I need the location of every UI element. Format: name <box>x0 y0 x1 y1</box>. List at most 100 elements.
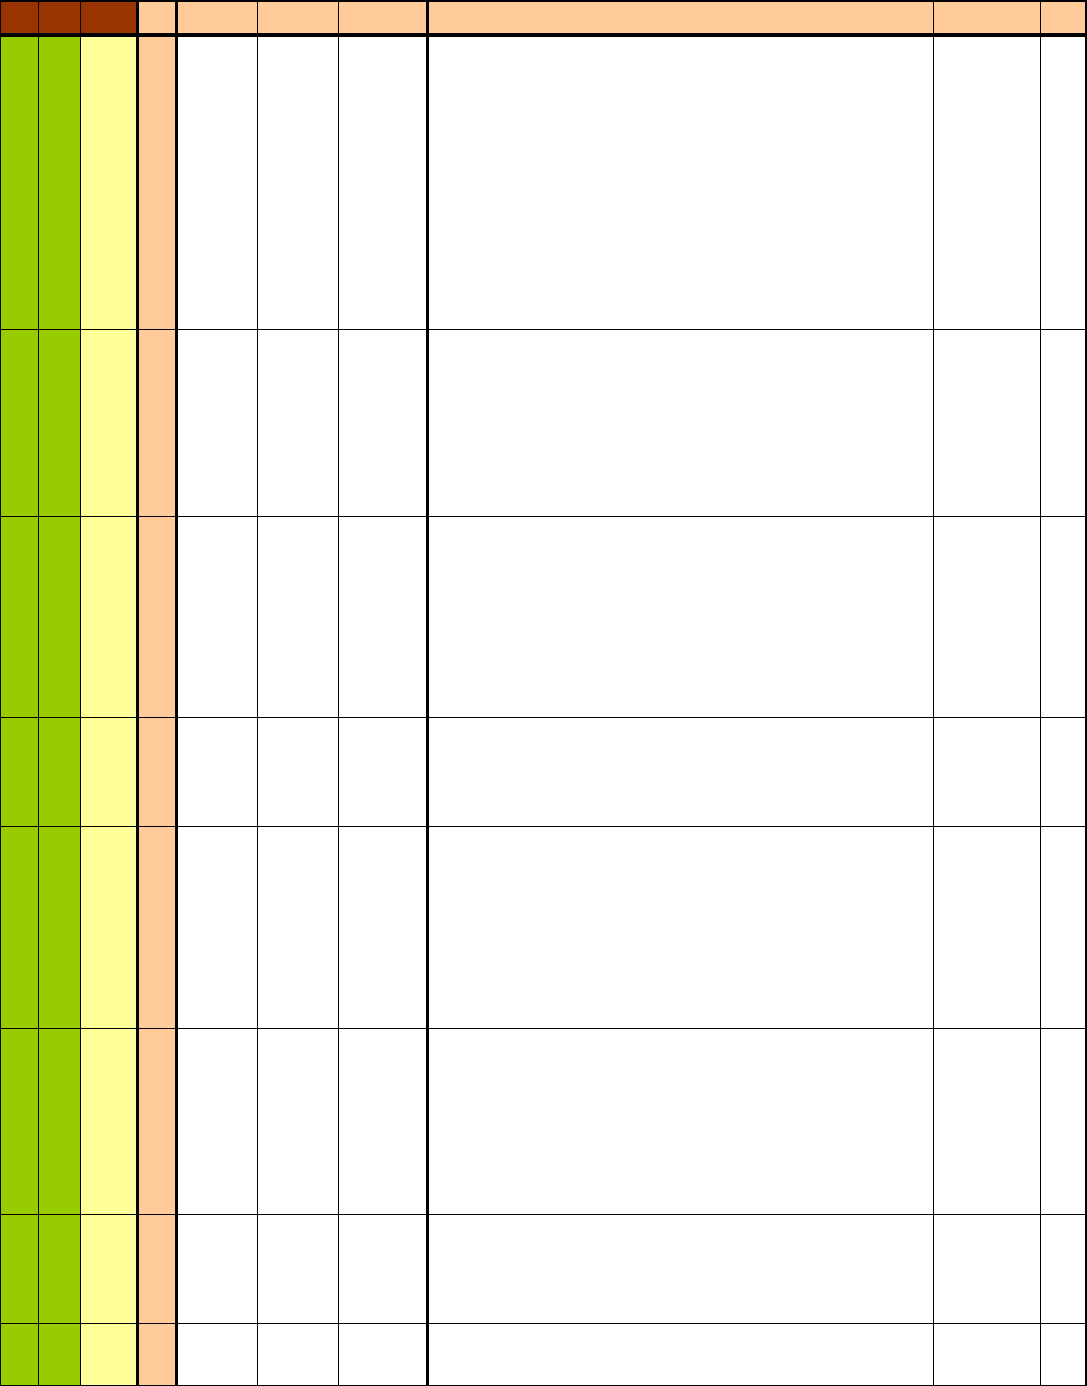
table-cell[interactable] <box>38 1214 81 1324</box>
table-cell[interactable] <box>137 826 178 1029</box>
header-cell-9[interactable] <box>933 0 1041 37</box>
header-row <box>0 0 1087 37</box>
header-cell-5[interactable] <box>176 0 258 37</box>
table-cell[interactable] <box>137 329 178 517</box>
table-cell[interactable] <box>427 516 934 718</box>
table-cell[interactable] <box>338 516 429 718</box>
table-cell[interactable] <box>176 329 258 517</box>
table-cell[interactable] <box>80 1323 139 1386</box>
table-cell[interactable] <box>176 34 258 330</box>
table-cell[interactable] <box>338 1028 429 1215</box>
table-cell[interactable] <box>0 329 39 517</box>
table-cell[interactable] <box>137 1323 178 1386</box>
table-cell[interactable] <box>0 1323 39 1386</box>
table-cell[interactable] <box>80 1028 139 1215</box>
table-cell[interactable] <box>176 717 258 827</box>
table-cell[interactable] <box>338 1214 429 1324</box>
table-cell[interactable] <box>933 329 1041 517</box>
table-cell[interactable] <box>338 329 429 517</box>
table-cell[interactable] <box>257 1214 339 1324</box>
table-cell[interactable] <box>176 826 258 1029</box>
table-cell[interactable] <box>1040 329 1087 517</box>
table-cell[interactable] <box>0 516 39 718</box>
table-cell[interactable] <box>1040 826 1087 1029</box>
table-cell[interactable] <box>80 717 139 827</box>
header-row-group <box>0 0 1087 37</box>
table-row <box>0 516 1087 718</box>
table-cell[interactable] <box>257 1028 339 1215</box>
table-cell[interactable] <box>137 1214 178 1324</box>
header-cell-4[interactable] <box>137 0 178 37</box>
table-cell[interactable] <box>137 1028 178 1215</box>
table-cell[interactable] <box>0 826 39 1029</box>
table-cell[interactable] <box>338 1323 429 1386</box>
table-row <box>0 717 1087 827</box>
table-cell[interactable] <box>933 1028 1041 1215</box>
table-cell[interactable] <box>338 826 429 1029</box>
table-row <box>0 1323 1087 1386</box>
table-cell[interactable] <box>257 329 339 517</box>
table-cell[interactable] <box>0 1214 39 1324</box>
table-cell[interactable] <box>1040 1323 1087 1386</box>
table-row <box>0 329 1087 517</box>
table-cell[interactable] <box>176 1028 258 1215</box>
table-row <box>0 34 1087 330</box>
table-cell[interactable] <box>427 1028 934 1215</box>
table-cell[interactable] <box>38 34 81 330</box>
table-cell[interactable] <box>933 1214 1041 1324</box>
header-cell-1[interactable] <box>0 0 39 37</box>
table-cell[interactable] <box>176 1214 258 1324</box>
table-cell[interactable] <box>427 1323 934 1386</box>
table-cell[interactable] <box>137 717 178 827</box>
table-cell[interactable] <box>338 717 429 827</box>
table-cell[interactable] <box>137 516 178 718</box>
table-cell[interactable] <box>38 717 81 827</box>
table-cell[interactable] <box>38 1323 81 1386</box>
table-cell[interactable] <box>1040 516 1087 718</box>
table-cell[interactable] <box>933 1323 1041 1386</box>
table-cell[interactable] <box>176 516 258 718</box>
table-cell[interactable] <box>933 717 1041 827</box>
table-cell[interactable] <box>80 516 139 718</box>
table-cell[interactable] <box>257 826 339 1029</box>
table-cell[interactable] <box>427 826 934 1029</box>
table-cell[interactable] <box>257 34 339 330</box>
table-cell[interactable] <box>1040 1028 1087 1215</box>
header-cell-8[interactable] <box>427 0 934 37</box>
table-cell[interactable] <box>80 1214 139 1324</box>
table-cell[interactable] <box>257 1323 339 1386</box>
table-cell[interactable] <box>0 1028 39 1215</box>
table-cell[interactable] <box>933 34 1041 330</box>
table-body <box>0 34 1087 1386</box>
header-cell-3[interactable] <box>80 0 139 37</box>
table-cell[interactable] <box>427 717 934 827</box>
table-cell[interactable] <box>338 34 429 330</box>
table-cell[interactable] <box>427 329 934 517</box>
table-cell[interactable] <box>427 1214 934 1324</box>
header-cell-10[interactable] <box>1040 0 1087 37</box>
header-cell-7[interactable] <box>338 0 429 37</box>
table-cell[interactable] <box>933 826 1041 1029</box>
table-cell[interactable] <box>1040 1214 1087 1324</box>
table-cell[interactable] <box>38 826 81 1029</box>
header-cell-2[interactable] <box>38 0 81 37</box>
table-cell[interactable] <box>933 516 1041 718</box>
table-cell[interactable] <box>257 516 339 718</box>
header-cell-6[interactable] <box>257 0 339 37</box>
table-cell[interactable] <box>0 717 39 827</box>
table-cell[interactable] <box>38 516 81 718</box>
table-cell[interactable] <box>80 34 139 330</box>
table-cell[interactable] <box>80 826 139 1029</box>
table-cell[interactable] <box>38 329 81 517</box>
table-cell[interactable] <box>176 1323 258 1386</box>
table-cell[interactable] <box>427 34 934 330</box>
table-cell[interactable] <box>137 34 178 330</box>
table-row <box>0 1214 1087 1324</box>
table-cell[interactable] <box>0 34 39 330</box>
table-cell[interactable] <box>80 329 139 517</box>
table-cell[interactable] <box>1040 34 1087 330</box>
table-cell[interactable] <box>38 1028 81 1215</box>
table-cell[interactable] <box>1040 717 1087 827</box>
table-cell[interactable] <box>257 717 339 827</box>
